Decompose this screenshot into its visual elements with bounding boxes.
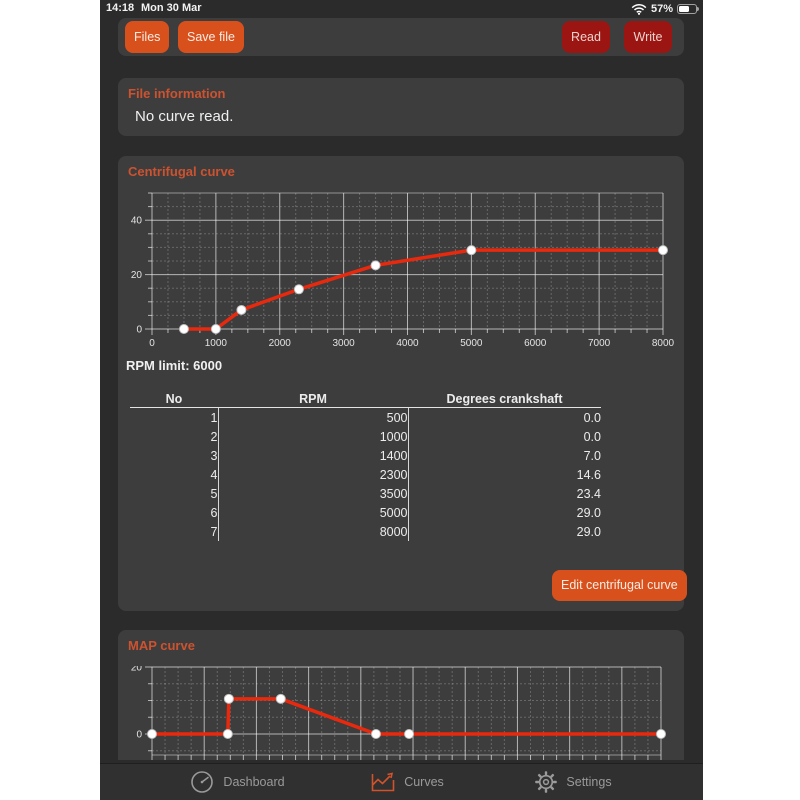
- svg-text:0: 0: [149, 338, 155, 349]
- status-bar: 14:18 Mon 30 Mar 57%: [100, 0, 703, 18]
- table-row: 4 2300 14.6: [130, 465, 601, 484]
- col-header-degrees: Degrees crankshaft: [408, 390, 601, 408]
- table-cell: 2: [130, 427, 219, 446]
- table-cell: 3500: [218, 484, 409, 503]
- table-header-row: No RPM Degrees crankshaft: [130, 390, 601, 408]
- table-row: 3 1400 7.0: [130, 446, 601, 465]
- table-cell: 7.0: [583, 448, 601, 463]
- table-cell: 7: [130, 522, 219, 541]
- svg-text:3000: 3000: [333, 338, 356, 349]
- svg-text:20: 20: [131, 270, 143, 281]
- table-cell: 0.0: [583, 410, 601, 425]
- map-curve-panel: MAP curve 0 20: [118, 630, 684, 760]
- table-cell: 5000: [218, 503, 409, 522]
- curves-icon: [371, 772, 395, 792]
- centrifugal-curve-panel: Centrifugal curve 0 20 40 0 1000 2000 3000 4000…: [118, 156, 687, 611]
- rpm-limit-label: RPM limit: 6000: [126, 358, 223, 373]
- svg-text:7000: 7000: [588, 338, 611, 349]
- svg-text:0: 0: [136, 730, 142, 741]
- svg-text:6000: 6000: [524, 338, 547, 349]
- table-cell: 3: [130, 446, 219, 465]
- tab-bar: Dashboard Curves Settings: [100, 763, 703, 800]
- tab-settings-label: Settings: [566, 775, 612, 789]
- svg-text:20: 20: [131, 666, 143, 674]
- table-cell: 0.0: [583, 429, 601, 444]
- table-row: 1 500 0.0: [130, 407, 601, 427]
- map-curve-title: MAP curve: [128, 638, 195, 653]
- table-cell: 29.0: [576, 505, 601, 520]
- file-information-body: No curve read.: [135, 108, 234, 125]
- table-cell: 1400: [218, 446, 409, 465]
- status-right-cluster: 57%: [631, 0, 700, 18]
- table-cell: 6: [130, 503, 219, 522]
- table-row: 5 3500 23.4: [130, 484, 601, 503]
- svg-text:4000: 4000: [396, 338, 419, 349]
- app-screen: 14:18 Mon 30 Mar 57% Files Save file Rea…: [100, 0, 703, 800]
- battery-nub: [697, 7, 699, 11]
- svg-text:40: 40: [131, 216, 143, 227]
- battery-icon: [677, 4, 699, 14]
- battery-fill: [679, 6, 690, 12]
- table-row: 2 1000 0.0: [130, 427, 601, 446]
- edit-centrifugal-curve-button[interactable]: Edit centrifugal curve: [552, 570, 687, 601]
- read-button[interactable]: Read: [562, 21, 610, 53]
- col-header-rpm: RPM: [218, 390, 408, 408]
- table-cell: 8000: [218, 522, 409, 541]
- centrifugal-table: No RPM Degrees crankshaft 1 500 0.0 2 1000 0.…: [130, 390, 601, 541]
- table-cell: 5: [130, 484, 219, 503]
- table-cell: 23.4: [576, 486, 601, 501]
- svg-text:8000: 8000: [652, 338, 675, 349]
- write-button[interactable]: Write: [624, 21, 672, 53]
- tab-dashboard[interactable]: Dashboard: [152, 764, 322, 800]
- table-row: 6 5000 29.0: [130, 503, 601, 522]
- tab-curves-label: Curves: [404, 775, 444, 789]
- map-chart: 0 20: [131, 666, 666, 760]
- centrifugal-chart: 0 20 40 0 1000 2000 3000 4000 5000 6000 7000 8000: [131, 192, 675, 349]
- file-information-panel: File information No curve read.: [118, 78, 684, 136]
- table-cell: 500: [218, 407, 409, 427]
- svg-text:0: 0: [136, 325, 142, 336]
- table-row: 7 8000 29.0: [130, 522, 601, 541]
- wifi-icon: [631, 4, 647, 15]
- table-cell: 29.0: [576, 524, 601, 539]
- settings-gear-icon: [535, 771, 558, 793]
- col-header-no: No: [130, 390, 218, 408]
- svg-text:1000: 1000: [205, 338, 228, 349]
- files-button[interactable]: Files: [125, 21, 170, 53]
- svg-text:5000: 5000: [460, 338, 483, 349]
- toolbar: Files Save file Read Write: [118, 18, 684, 56]
- tab-dashboard-label: Dashboard: [223, 775, 285, 789]
- status-time: 14:18: [106, 2, 135, 14]
- table-cell: 4: [130, 465, 219, 484]
- save-file-button[interactable]: Save file: [178, 21, 244, 53]
- table-cell: 1: [130, 407, 219, 427]
- tab-curves[interactable]: Curves: [322, 764, 492, 800]
- file-information-title: File information: [128, 86, 226, 101]
- centrifugal-curve-title: Centrifugal curve: [128, 164, 235, 179]
- dashboard-icon: [191, 771, 214, 793]
- table-cell: 14.6: [576, 467, 601, 482]
- status-date: Mon 30 Mar: [141, 2, 202, 14]
- table-cell: 1000: [218, 427, 409, 446]
- table-cell: 2300: [218, 465, 409, 484]
- battery-percent: 57%: [650, 3, 673, 15]
- svg-text:2000: 2000: [269, 338, 292, 349]
- tab-settings[interactable]: Settings: [488, 764, 658, 800]
